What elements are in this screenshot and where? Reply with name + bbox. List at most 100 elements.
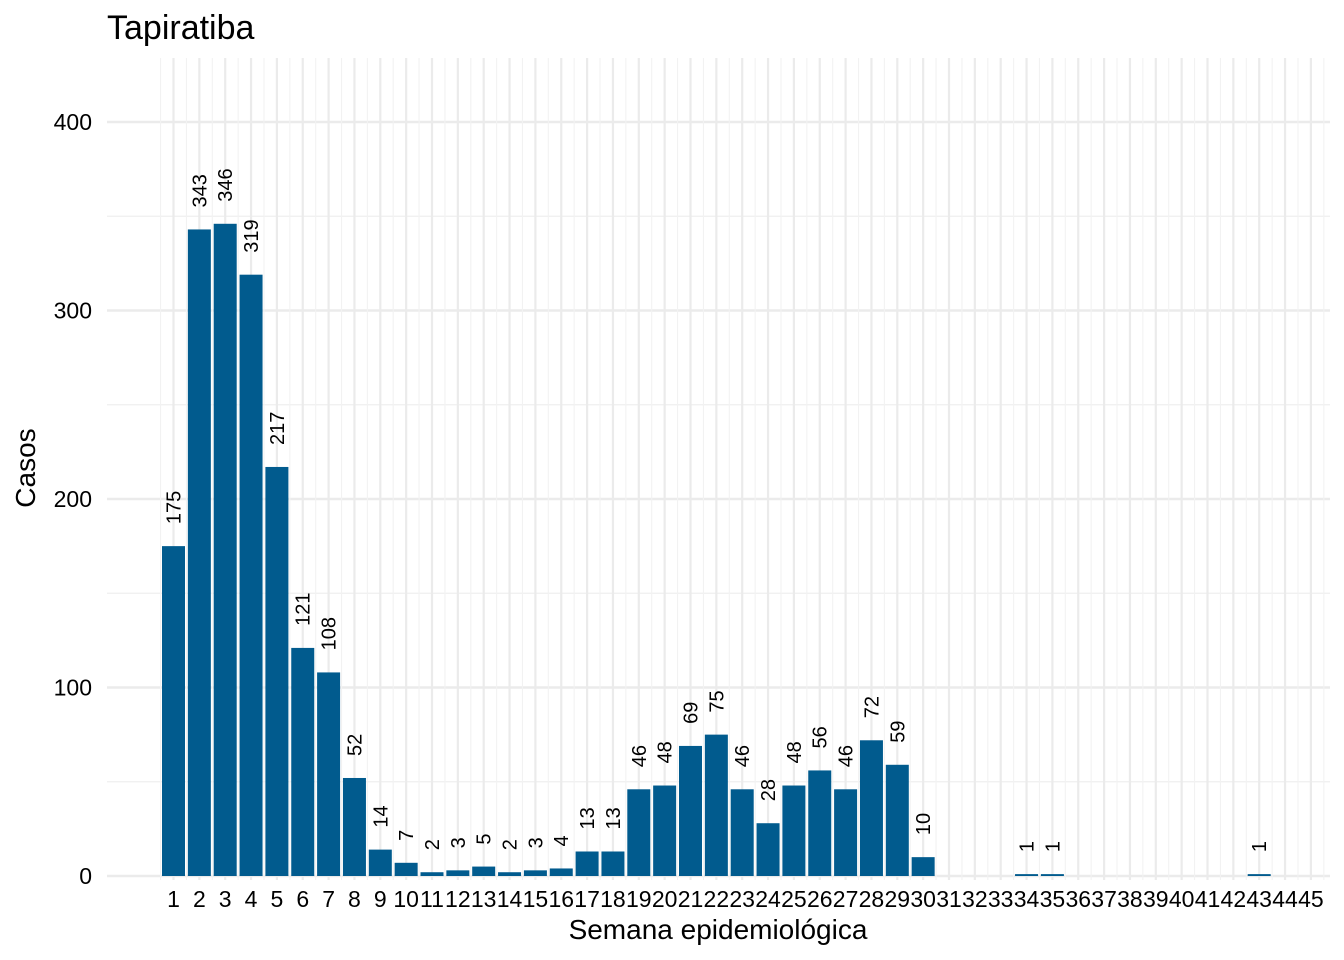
x-tick-label: 24	[755, 886, 781, 912]
bar	[523, 870, 547, 876]
x-tick-label: 35	[1040, 886, 1066, 912]
bar-value-label: 108	[319, 617, 341, 650]
bar-value-label: 48	[784, 741, 806, 763]
x-tick-label: 21	[678, 886, 704, 912]
bar-value-label: 1	[1042, 841, 1064, 852]
bar	[549, 868, 573, 876]
x-tick-label: 14	[497, 886, 523, 912]
bar	[1247, 874, 1271, 876]
y-tick-label: 400	[54, 109, 92, 135]
bar-value-label: 346	[215, 168, 237, 201]
bar	[601, 851, 625, 876]
x-tick-label: 26	[807, 886, 833, 912]
bar	[911, 857, 935, 876]
x-tick-label: 6	[296, 886, 309, 912]
bar-value-label: 175	[164, 491, 186, 524]
bar-value-label: 46	[836, 745, 858, 767]
bar	[627, 789, 651, 876]
x-tick-label: 36	[1065, 886, 1091, 912]
bar	[1040, 874, 1064, 876]
x-tick-label: 2	[193, 886, 206, 912]
bar-value-label: 13	[603, 807, 625, 829]
x-tick-label: 31	[936, 886, 962, 912]
x-tick-label: 30	[910, 886, 936, 912]
x-tick-label: 32	[962, 886, 988, 912]
x-axis-title: Semana epidemiológica	[569, 914, 868, 945]
x-tick-label: 38	[1117, 886, 1143, 912]
x-tick-label: 28	[859, 886, 885, 912]
bar	[187, 229, 211, 876]
bar	[756, 823, 780, 876]
x-tick-label: 34	[1014, 886, 1040, 912]
bar-value-label: 1	[1249, 841, 1271, 852]
bar	[679, 745, 702, 876]
y-axis-ticks: 0 100 200 300 400	[54, 109, 92, 889]
x-tick-label: 19	[626, 886, 652, 912]
y-tick-label: 100	[54, 675, 92, 701]
x-axis-ticks: 1 2 3 4 5 6 7 8 9 10 11 12 13 14 15 16 17 18 19 20 21 22 23 24 2…	[167, 886, 1324, 912]
x-tick-label: 44	[1272, 886, 1298, 912]
x-tick-label: 12	[445, 886, 471, 912]
y-tick-label: 200	[54, 486, 92, 512]
bar	[498, 872, 522, 876]
bar	[834, 789, 858, 876]
bar	[265, 466, 289, 876]
bar	[859, 740, 883, 876]
x-tick-label: 27	[833, 886, 859, 912]
bar	[317, 672, 341, 876]
bar	[162, 546, 185, 876]
x-tick-label: 3	[219, 886, 232, 912]
x-tick-label: 15	[523, 886, 549, 912]
bar-value-label: 48	[655, 741, 677, 763]
bar-value-label: 3	[448, 837, 470, 848]
bar-value-label: 4	[551, 835, 573, 846]
bar-value-label: 7	[396, 830, 418, 841]
x-tick-label: 5	[271, 886, 284, 912]
bar	[575, 851, 599, 876]
bar-value-label: 28	[758, 779, 780, 801]
bar-value-label: 59	[887, 721, 909, 743]
bars	[162, 223, 1271, 877]
bar-value-label: 1	[1017, 841, 1039, 852]
x-tick-label: 9	[374, 886, 387, 912]
bar	[730, 789, 754, 876]
x-tick-label: 4	[245, 886, 258, 912]
bar-value-label: 5	[474, 833, 496, 844]
bar-value-label: 319	[241, 219, 263, 252]
y-tick-label: 300	[54, 298, 92, 324]
bar	[213, 223, 237, 877]
bar-value-label: 2	[500, 839, 522, 850]
bar	[368, 849, 392, 876]
bar-value-label: 217	[267, 412, 289, 445]
x-tick-label: 45	[1298, 886, 1324, 912]
x-tick-label: 11	[420, 886, 444, 912]
bar-value-label: 13	[577, 807, 599, 829]
x-tick-label: 40	[1169, 886, 1195, 912]
x-tick-label: 39	[1143, 886, 1169, 912]
bar	[885, 764, 909, 876]
x-tick-label: 37	[1091, 886, 1117, 912]
x-tick-label: 7	[322, 886, 335, 912]
bar-value-label: 121	[293, 593, 315, 626]
y-axis-title: Casos	[10, 428, 41, 507]
bar	[704, 734, 728, 876]
x-tick-label: 18	[600, 886, 626, 912]
bar	[394, 862, 418, 876]
bar	[342, 777, 366, 876]
x-tick-label: 20	[652, 886, 678, 912]
bar	[446, 870, 470, 876]
bar	[808, 770, 832, 876]
x-tick-label: 29	[885, 886, 911, 912]
bar-value-label: 75	[706, 690, 728, 712]
bar-value-label: 52	[344, 734, 366, 756]
bar	[291, 647, 315, 876]
bar-value-label: 10	[913, 813, 935, 835]
bar-value-label: 3	[525, 837, 547, 848]
bar-value-label: 343	[189, 174, 211, 207]
x-tick-label: 22	[704, 886, 730, 912]
x-tick-label: 8	[348, 886, 361, 912]
bar-value-label: 14	[370, 805, 392, 827]
x-tick-label: 41	[1195, 886, 1221, 912]
bar-value-label: 56	[810, 726, 832, 748]
